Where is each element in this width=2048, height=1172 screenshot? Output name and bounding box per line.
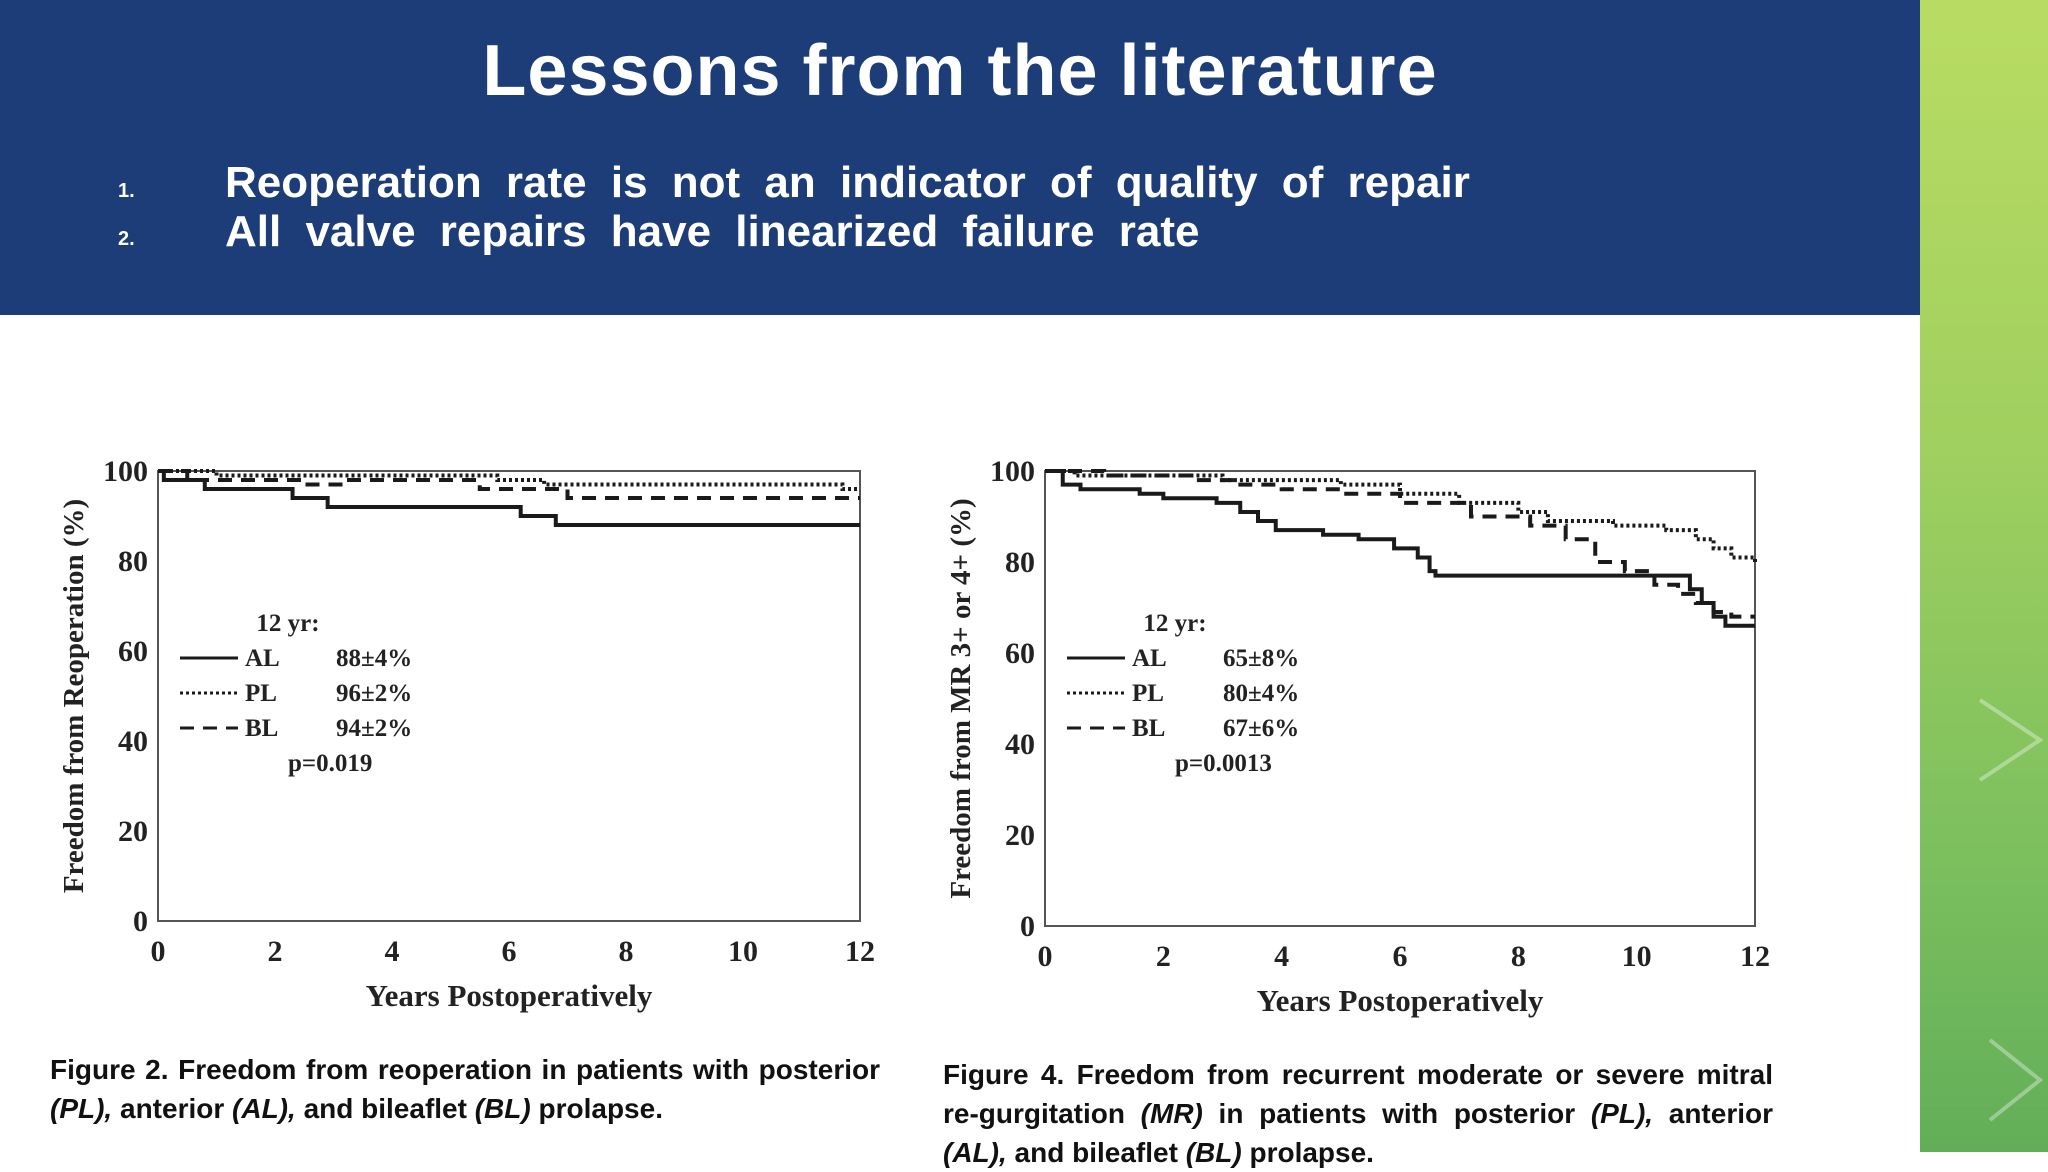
y-tick-label: 60 <box>118 635 148 668</box>
y-tick-label: 40 <box>118 725 148 758</box>
caption-text: prolapse. <box>1241 1137 1374 1168</box>
x-tick-label: 2 <box>1156 940 1171 973</box>
legend-series-name: BL <box>245 715 278 742</box>
x-tick-label: 4 <box>1274 940 1289 973</box>
caption-text: Freedom from recurrent moderate or sever… <box>943 1059 1773 1129</box>
caption-text: and bileaflet <box>295 1093 475 1124</box>
legend-series-name: BL <box>1132 715 1165 742</box>
x-tick-label: 6 <box>1393 940 1408 973</box>
legend-series-name: PL <box>245 680 277 707</box>
x-tick-label: 8 <box>619 935 634 968</box>
decorative-chevron-icon <box>1978 698 2044 1122</box>
caption-text: and bileaflet <box>1006 1137 1186 1168</box>
slide-header-banner <box>0 0 1920 315</box>
x-tick-label: 12 <box>1740 940 1770 973</box>
x-tick-label: 0 <box>1038 940 1053 973</box>
caption-text: (BL) <box>1185 1137 1242 1168</box>
y-tick-label: 80 <box>1005 546 1035 579</box>
caption-text: Freedom from reoperation in patients wit… <box>168 1054 880 1085</box>
figure-2-caption: Figure 2. Freedom from reoperation in pa… <box>50 1050 880 1128</box>
x-tick-label: 12 <box>845 935 875 968</box>
series-line-al <box>158 469 860 527</box>
series-line-pl <box>158 469 860 491</box>
y-axis-label: Freedom from MR 3+ or 4+ (%) <box>945 498 977 898</box>
legend-pvalue: p=0.0013 <box>1175 750 1272 777</box>
slide-title: Lessons from the literature <box>482 31 1438 111</box>
y-tick-label: 100 <box>990 455 1035 488</box>
y-tick-label: 20 <box>1005 819 1035 852</box>
x-tick-label: 10 <box>1622 940 1652 973</box>
legend-value: 67±6% <box>1223 715 1299 742</box>
x-axis-label: Years Postoperatively <box>1257 983 1544 1018</box>
caption-text: (PL), <box>1590 1098 1654 1129</box>
bullet-number-2: 2. <box>118 228 135 250</box>
x-tick-label: 0 <box>151 935 166 968</box>
caption-text: (MR) <box>1140 1098 1203 1129</box>
caption-text: (AL), <box>232 1093 296 1124</box>
reoperation-chart: 0 2 4 6 8 10 12 0 20 40 60 80 100 Years Postoperative… <box>58 455 875 1013</box>
y-tick-label: 0 <box>133 905 148 938</box>
plot-frame <box>1044 470 1756 927</box>
legend-series-name: AL <box>1132 645 1167 672</box>
bullet-number-1: 1. <box>118 180 135 202</box>
legend-value: 88±4% <box>336 645 412 672</box>
x-tick-label: 6 <box>502 935 517 968</box>
y-tick-label: 20 <box>118 815 148 848</box>
legend-value: 80±4% <box>1223 680 1299 707</box>
x-tick-label: 8 <box>1511 940 1526 973</box>
series-line-bl <box>1045 469 1755 619</box>
series-line-bl <box>158 469 860 500</box>
mr-recurrence-chart: 0 2 4 6 8 10 12 0 20 40 60 80 100 Years Postoperative… <box>945 455 1770 1018</box>
legend-value: 65±8% <box>1223 645 1299 672</box>
figure-4-caption: Figure 4. Freedom from recurrent moderat… <box>943 1055 1773 1172</box>
caption-text: in patients with posterior <box>1202 1098 1591 1129</box>
bullet-item-1: Reoperation rate is not an indicator of … <box>225 158 1470 207</box>
caption-text: (BL) <box>474 1093 531 1124</box>
y-tick-label: 80 <box>118 545 148 578</box>
caption-text: (PL), <box>50 1093 113 1124</box>
legend-value: 96±2% <box>336 680 412 707</box>
x-tick-label: 2 <box>268 935 283 968</box>
x-tick-label: 10 <box>728 935 758 968</box>
caption-text: anterior <box>112 1093 233 1124</box>
caption-text: anterior <box>1653 1098 1774 1129</box>
caption-figure-label: Figure 2. <box>50 1054 169 1085</box>
y-tick-label: 0 <box>1020 910 1035 943</box>
legend-series-name: AL <box>245 645 280 672</box>
decorative-green-strip <box>1920 0 2048 1152</box>
caption-text: (AL), <box>943 1137 1007 1168</box>
x-tick-label: 4 <box>385 935 400 968</box>
series-line-al <box>1045 469 1755 628</box>
y-axis-label: Freedom from Reoperation (%) <box>58 499 90 893</box>
y-tick-label: 40 <box>1005 728 1035 761</box>
caption-text: prolapse. <box>530 1093 663 1124</box>
plot-frame <box>157 470 861 922</box>
x-axis-label: Years Postoperatively <box>366 978 653 1013</box>
legend-value: 94±2% <box>336 715 412 742</box>
y-tick-label: 100 <box>103 455 148 488</box>
legend-header: 12 yr: <box>256 610 319 637</box>
legend-header: 12 yr: <box>1143 610 1206 637</box>
bullet-item-2: All valve repairs have linearized failur… <box>225 207 1200 256</box>
legend-pvalue: p=0.019 <box>288 750 372 777</box>
series-line-pl <box>1045 469 1757 562</box>
legend-series-name: PL <box>1132 680 1164 707</box>
caption-figure-label: Figure 4. <box>943 1059 1065 1090</box>
y-tick-label: 60 <box>1005 637 1035 670</box>
